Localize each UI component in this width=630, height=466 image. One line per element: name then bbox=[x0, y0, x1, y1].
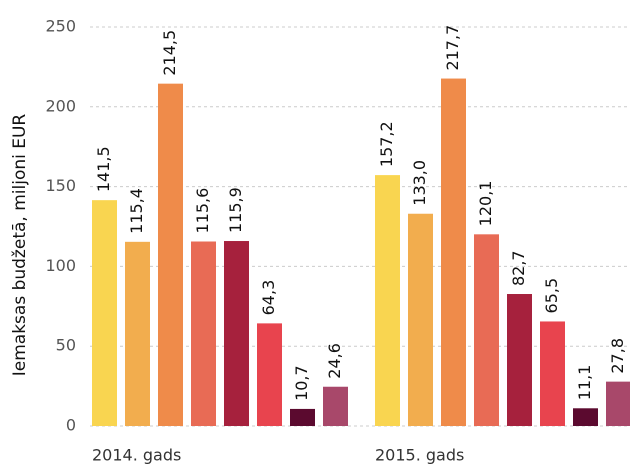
value-label: 10,7 bbox=[292, 365, 311, 401]
bar bbox=[441, 78, 466, 427]
bar bbox=[158, 83, 183, 427]
y-tick-label: 200 bbox=[45, 96, 76, 115]
bar bbox=[125, 241, 150, 426]
value-label: 115,6 bbox=[193, 188, 212, 234]
bar bbox=[375, 175, 400, 426]
value-label: 82,7 bbox=[509, 250, 528, 286]
value-label: 133,0 bbox=[410, 160, 429, 206]
bar bbox=[191, 241, 216, 426]
bar bbox=[540, 321, 565, 426]
value-label: 64,3 bbox=[259, 280, 278, 316]
y-tick-label: 250 bbox=[45, 17, 76, 36]
bar bbox=[323, 386, 348, 426]
value-label: 120,1 bbox=[476, 181, 495, 227]
value-label: 214,5 bbox=[160, 30, 179, 76]
x-tick-label: 2015. gads bbox=[375, 446, 464, 465]
bar bbox=[474, 234, 499, 426]
value-label: 24,6 bbox=[325, 343, 344, 379]
bar bbox=[573, 408, 598, 426]
value-label: 115,9 bbox=[226, 187, 245, 233]
bar bbox=[507, 294, 532, 426]
y-tick-label: 150 bbox=[45, 176, 76, 195]
bar bbox=[606, 381, 630, 426]
value-label: 27,8 bbox=[608, 338, 627, 374]
x-tick-label: 2014. gads bbox=[92, 446, 181, 465]
y-tick-label: 100 bbox=[45, 256, 76, 275]
value-label: 141,5 bbox=[94, 146, 113, 192]
y-tick-label: 0 bbox=[66, 416, 76, 435]
value-label: 217,7 bbox=[443, 25, 462, 71]
value-label: 157,2 bbox=[377, 121, 396, 167]
bar bbox=[224, 241, 249, 426]
y-tick-label: 50 bbox=[56, 336, 76, 355]
bar bbox=[257, 323, 282, 426]
value-label: 11,1 bbox=[575, 365, 594, 401]
bar bbox=[92, 200, 117, 426]
bar bbox=[408, 213, 433, 426]
value-label: 115,4 bbox=[127, 188, 146, 234]
y-axis-title: Iemaksas budžetā, miljoni EUR bbox=[10, 114, 30, 377]
bar bbox=[290, 408, 315, 426]
value-label: 65,5 bbox=[542, 278, 561, 314]
